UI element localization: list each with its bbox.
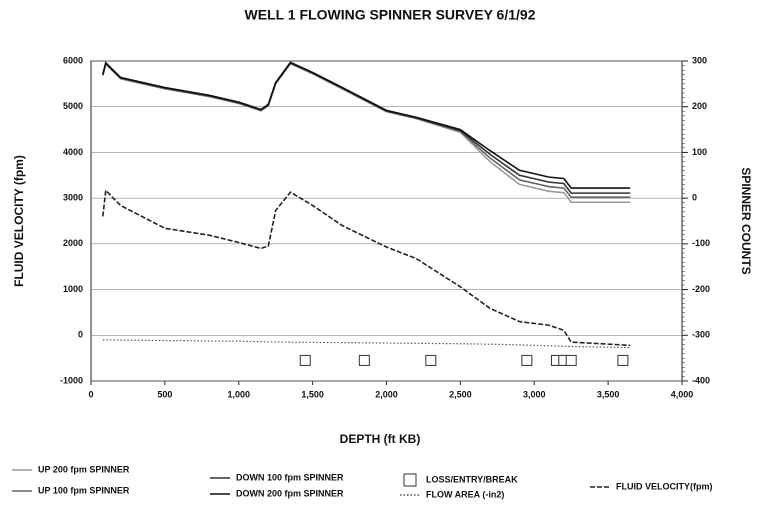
y-tick-label: 1000 [63,284,83,294]
series-line [102,62,631,204]
y2-tick-label: -200 [692,284,710,294]
x-tick-label: 4,000 [671,389,694,399]
chart-title: WELL 1 FLOWING SPINNER SURVEY 6/1/92 [245,7,536,23]
y-tick-label: 2000 [63,238,83,248]
x-tick-label: 1,000 [227,389,250,399]
y-tick-label: 6000 [63,55,83,65]
legend-label: FLUID VELOCITY(fpm) [616,481,713,491]
y2-tick-label: 200 [692,101,707,111]
y-axis-label: FLUID VELOCITY (fpm) [12,155,26,287]
x-tick-label: 3,500 [597,389,620,399]
legend-label: UP 100 fpm SPINNER [38,485,130,495]
legend-label: UP 200 fpm SPINNER [38,464,130,474]
y-tick-label: 5000 [63,101,83,111]
legend-swatch [403,473,417,487]
loss-marker [617,354,629,366]
legend-label: DOWN 100 fpm SPINNER [236,472,344,482]
y2-tick-label: 100 [692,147,707,157]
y2-tick-label: 300 [692,55,707,65]
loss-marker [358,354,370,366]
y-tick-label: -1000 [60,375,83,385]
legend-label: LOSS/ENTRY/BREAK [426,474,518,484]
y-tick-label: 4000 [63,147,83,157]
y2-tick-label: -300 [692,330,710,340]
loss-marker [521,354,533,366]
y2-tick-label: -100 [692,238,710,248]
legend-label: DOWN 200 fpm SPINNER [236,488,344,498]
x-tick-label: 0 [88,389,93,399]
series-line [102,188,631,347]
x-tick-label: 500 [157,389,172,399]
x-tick-label: 2,000 [375,389,398,399]
legend-label: FLOW AREA (-in2) [426,489,504,499]
x-tick-label: 3,000 [523,389,546,399]
x-tick-label: 2,500 [449,389,472,399]
loss-marker [299,354,311,366]
x-axis-label: DEPTH (ft KB) [340,432,421,446]
y-tick-label: 0 [78,330,83,340]
loss-marker [565,354,577,366]
plot-frame [90,60,683,382]
series-line [102,61,631,189]
series-line [102,61,631,194]
y2-tick-label: -400 [692,375,710,385]
series-line [102,339,631,349]
loss-marker [425,354,437,366]
y2-axis-label: SPINNER COUNTS [739,167,753,274]
x-tick-label: 1,500 [301,389,324,399]
y-tick-label: 3000 [63,193,83,203]
y2-tick-label: 0 [692,193,697,203]
